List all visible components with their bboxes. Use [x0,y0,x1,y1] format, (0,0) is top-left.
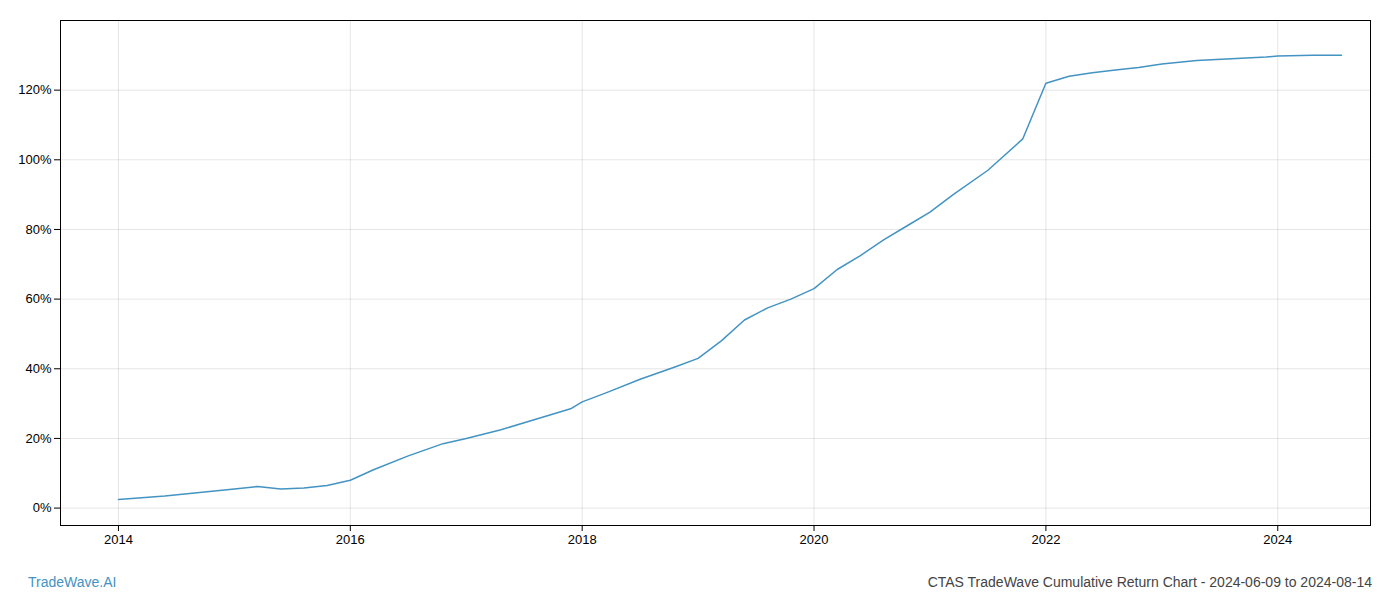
svg-text:0%: 0% [33,500,52,515]
svg-text:2020: 2020 [800,532,829,547]
svg-text:60%: 60% [25,291,51,306]
svg-text:2024: 2024 [1263,532,1292,547]
svg-text:20%: 20% [25,431,51,446]
svg-text:2016: 2016 [336,532,365,547]
html-text:CTAS TradeWave Cumulative Retu: CTAS TradeWave Cumulative Return Chart -… [927,574,1372,590]
svg-text:100%: 100% [18,152,52,167]
svg-text:40%: 40% [25,361,51,376]
svg-text:2018: 2018 [568,532,597,547]
svg-text:120%: 120% [18,82,52,97]
html-text:TradeWave.AI: TradeWave.AI [28,574,117,590]
svg-text:2022: 2022 [1031,532,1060,547]
svg-text:2014: 2014 [104,532,133,547]
svg-text:80%: 80% [25,222,51,237]
